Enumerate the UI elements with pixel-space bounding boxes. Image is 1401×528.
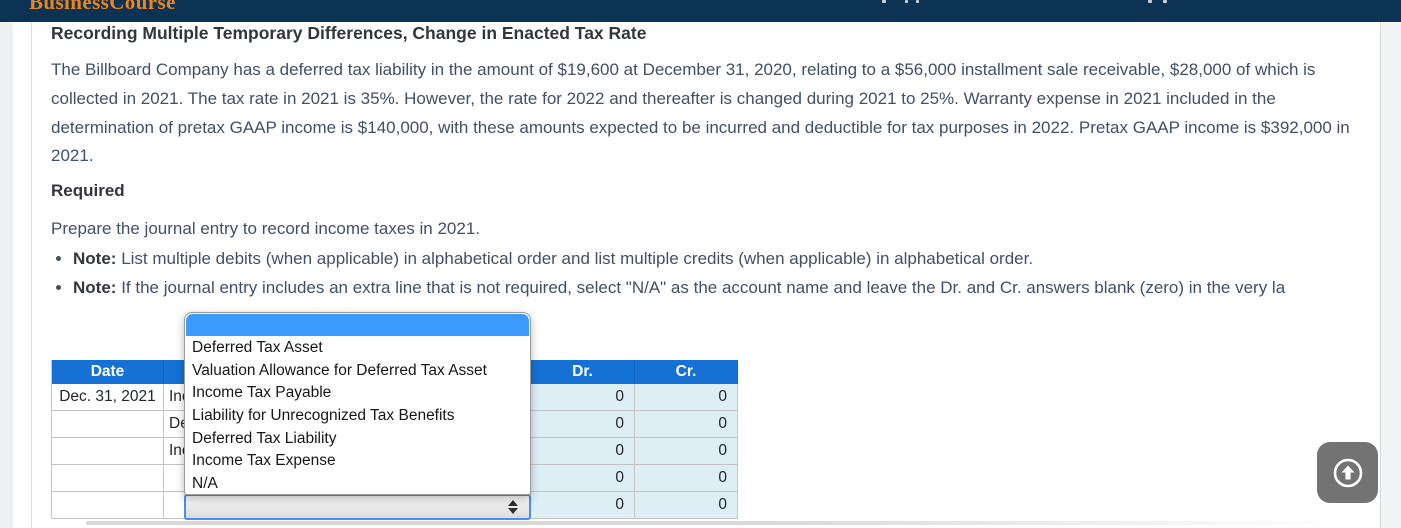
cr-input[interactable]: 0	[635, 411, 738, 438]
dropdown-option[interactable]: Income Tax Expense	[192, 452, 336, 470]
clipped-nav-fragment	[882, 0, 886, 3]
scrollbar-track[interactable]	[1380, 22, 1401, 528]
dropdown-option[interactable]: Deferred Tax Asset	[192, 339, 323, 356]
dr-input[interactable]: 0	[531, 438, 635, 465]
instruction-text: Prepare the journal entry to record inco…	[51, 219, 481, 238]
business-course-logo[interactable]: BusinessCourse	[29, 0, 176, 14]
account-select-focused[interactable]	[184, 494, 531, 520]
dr-input[interactable]: 0	[531, 465, 635, 492]
content-left-border	[31, 22, 32, 528]
note-item: Note: If the journal entry includes an e…	[73, 274, 1373, 303]
problem-title: Recording Multiple Temporary Differences…	[51, 23, 647, 43]
dr-input[interactable]: 0	[531, 492, 635, 519]
clipped-nav-fragment	[1148, 0, 1152, 3]
horizontal-scrollbar[interactable]	[86, 521, 1340, 525]
top-navbar: BusinessCourse	[0, 0, 1401, 22]
clipped-nav-fragment	[916, 0, 919, 3]
problem-body: The Billboard Company has a deferred tax…	[51, 60, 1350, 166]
up-down-arrows-icon	[508, 500, 518, 514]
cr-column-header: Cr.	[635, 360, 738, 384]
note-label: Note:	[73, 277, 117, 297]
note-text: List multiple debits (when applicable) i…	[121, 249, 1034, 268]
dr-column-header: Dr.	[531, 360, 635, 384]
required-heading: Required	[51, 181, 125, 200]
left-page-gutter	[0, 22, 13, 528]
dropdown-option[interactable]: N/A	[192, 475, 218, 493]
note-text: If the journal entry includes an extra l…	[121, 277, 1286, 297]
date-cell	[52, 465, 164, 492]
cr-input[interactable]: 0	[635, 438, 738, 465]
date-cell	[52, 411, 164, 438]
cr-input[interactable]: 0	[635, 465, 738, 492]
dropdown-option-blank-highlighted[interactable]	[186, 314, 529, 336]
dropdown-option[interactable]: Income Tax Payable	[192, 384, 332, 402]
dr-input[interactable]: 0	[531, 411, 635, 438]
date-cell	[52, 438, 164, 465]
note-item: Note: List multiple debits (when applica…	[73, 245, 1373, 274]
arrow-up-circle-icon	[1333, 458, 1362, 487]
notes-list: Note: List multiple debits (when applica…	[51, 245, 1373, 303]
account-dropdown-list[interactable]: Deferred Tax Asset Valuation Allowance f…	[184, 312, 531, 495]
date-cell	[52, 492, 164, 519]
cr-input[interactable]: 0	[635, 492, 738, 519]
clipped-nav-fragment	[905, 0, 908, 3]
note-label: Note:	[73, 249, 117, 268]
date-cell: Dec. 31, 2021	[52, 384, 164, 411]
clipped-nav-fragment	[1163, 0, 1167, 3]
dropdown-option[interactable]: Valuation Allowance for Deferred Tax Ass…	[192, 361, 487, 379]
dropdown-option[interactable]: Deferred Tax Liability	[192, 429, 337, 447]
dropdown-option[interactable]: Liability for Unrecognized Tax Benefits	[192, 407, 455, 425]
dr-input[interactable]: 0	[531, 384, 635, 411]
scroll-to-top-button[interactable]	[1317, 442, 1378, 503]
cr-input[interactable]: 0	[635, 384, 738, 411]
date-column-header: Date	[52, 360, 164, 384]
